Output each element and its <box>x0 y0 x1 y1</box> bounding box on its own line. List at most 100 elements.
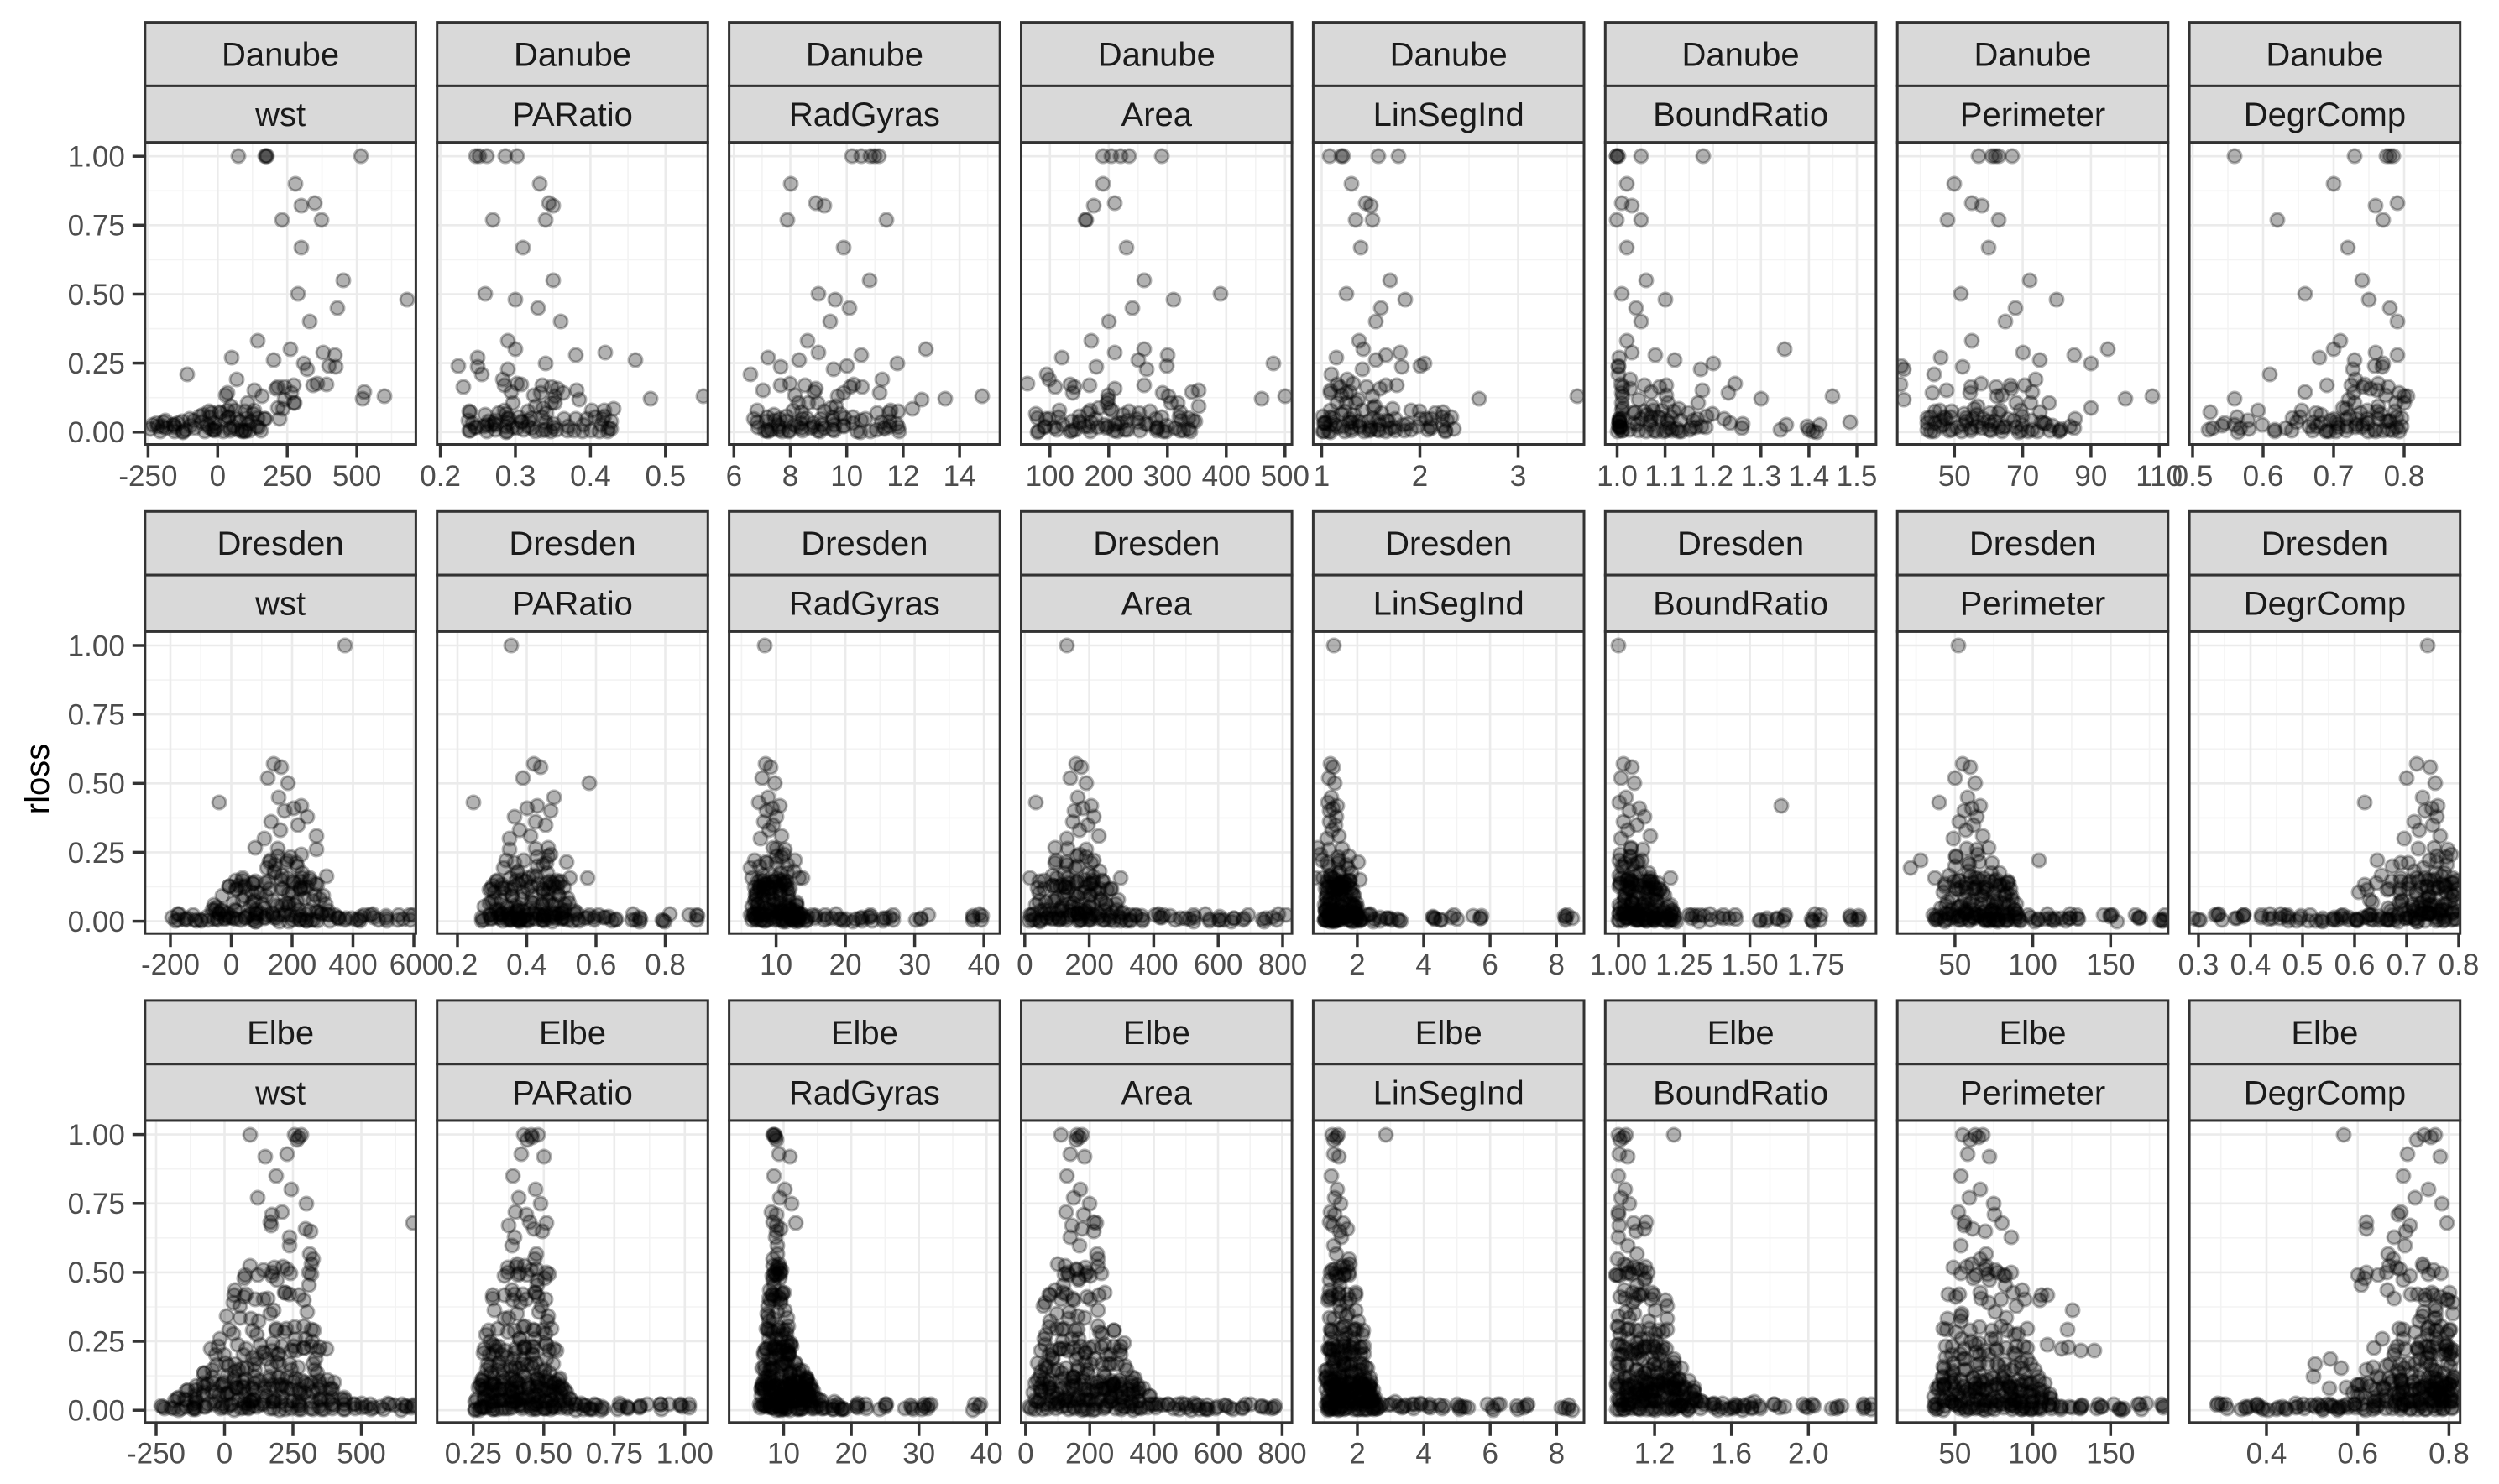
svg-text:6: 6 <box>1482 948 1498 981</box>
svg-text:Dresden: Dresden <box>1385 525 1512 562</box>
svg-text:Dresden: Dresden <box>1969 525 2096 562</box>
svg-text:0.75: 0.75 <box>68 210 125 243</box>
svg-text:Perimeter: Perimeter <box>1960 97 2105 133</box>
svg-text:0.4: 0.4 <box>506 948 547 981</box>
svg-text:4: 4 <box>1415 1438 1431 1471</box>
svg-text:0: 0 <box>1017 1438 1033 1471</box>
svg-text:600: 600 <box>1194 948 1242 981</box>
svg-text:800: 800 <box>1257 1438 1306 1471</box>
svg-text:400: 400 <box>328 948 377 981</box>
svg-text:1.75: 1.75 <box>1787 948 1844 981</box>
svg-text:0.3: 0.3 <box>2178 948 2219 981</box>
svg-text:LinSegInd: LinSegInd <box>1373 97 1524 133</box>
svg-text:4: 4 <box>1415 948 1431 981</box>
svg-text:1.0: 1.0 <box>1597 460 1638 493</box>
svg-text:250: 250 <box>269 1438 317 1471</box>
svg-text:0.00: 0.00 <box>68 906 125 938</box>
svg-text:1.50: 1.50 <box>1722 948 1779 981</box>
svg-text:Danube: Danube <box>1974 37 2091 74</box>
svg-text:1.00: 1.00 <box>68 141 125 174</box>
svg-text:500: 500 <box>337 1438 385 1471</box>
svg-text:1.3: 1.3 <box>1740 460 1781 493</box>
svg-text:600: 600 <box>1194 1438 1242 1471</box>
svg-text:0.8: 0.8 <box>2384 460 2425 493</box>
svg-text:1.1: 1.1 <box>1644 460 1686 493</box>
svg-text:-200: -200 <box>141 948 200 981</box>
svg-text:110: 110 <box>2136 460 2183 493</box>
svg-text:40: 40 <box>968 948 1001 981</box>
svg-text:2: 2 <box>1349 1438 1365 1471</box>
svg-text:PARatio: PARatio <box>512 586 633 623</box>
svg-text:0.6: 0.6 <box>2334 948 2376 981</box>
svg-text:wst: wst <box>254 97 306 133</box>
svg-text:PARatio: PARatio <box>512 97 633 133</box>
svg-text:12: 12 <box>886 460 919 493</box>
svg-text:Danube: Danube <box>1098 37 1216 74</box>
svg-text:150: 150 <box>2086 948 2135 981</box>
svg-text:20: 20 <box>835 1438 868 1471</box>
svg-text:0: 0 <box>217 1438 233 1471</box>
svg-text:200: 200 <box>1064 948 1113 981</box>
svg-text:-250: -250 <box>127 1438 186 1471</box>
svg-text:30: 30 <box>902 1438 935 1471</box>
svg-text:1.00: 1.00 <box>68 630 125 662</box>
svg-text:Area: Area <box>1121 586 1193 623</box>
svg-text:RadGyras: RadGyras <box>789 1074 940 1111</box>
svg-text:BoundRatio: BoundRatio <box>1653 97 1828 133</box>
svg-text:200: 200 <box>268 948 316 981</box>
svg-text:1.5: 1.5 <box>1837 460 1878 493</box>
svg-text:0.50: 0.50 <box>68 279 125 311</box>
svg-text:400: 400 <box>1202 460 1251 493</box>
svg-text:0.7: 0.7 <box>2313 460 2355 493</box>
svg-text:14: 14 <box>944 460 976 493</box>
svg-text:0.75: 0.75 <box>586 1438 643 1471</box>
svg-text:70: 70 <box>2006 460 2039 493</box>
svg-text:Perimeter: Perimeter <box>1960 586 2105 623</box>
svg-text:0.75: 0.75 <box>68 698 125 731</box>
svg-text:Area: Area <box>1121 1074 1193 1111</box>
svg-text:0.50: 0.50 <box>515 1438 572 1471</box>
svg-text:1.25: 1.25 <box>1655 948 1712 981</box>
svg-text:20: 20 <box>829 948 862 981</box>
svg-text:8: 8 <box>1548 948 1564 981</box>
svg-text:400: 400 <box>1129 948 1178 981</box>
svg-text:Elbe: Elbe <box>1415 1015 1482 1052</box>
svg-text:200: 200 <box>1065 1438 1114 1471</box>
svg-text:0.3: 0.3 <box>495 460 536 493</box>
svg-text:40: 40 <box>970 1438 1003 1471</box>
svg-text:1.00: 1.00 <box>656 1438 714 1471</box>
svg-text:Danube: Danube <box>2266 37 2383 74</box>
svg-text:Dresden: Dresden <box>217 525 343 562</box>
svg-text:Dresden: Dresden <box>1093 525 1220 562</box>
svg-text:300: 300 <box>1143 460 1192 493</box>
svg-text:Dresden: Dresden <box>801 525 928 562</box>
svg-text:wst: wst <box>254 586 306 623</box>
svg-text:0.6: 0.6 <box>576 948 617 981</box>
svg-text:0.5: 0.5 <box>2282 948 2324 981</box>
svg-text:500: 500 <box>1261 460 1310 493</box>
svg-text:0.8: 0.8 <box>645 948 686 981</box>
svg-text:0.5: 0.5 <box>2172 460 2214 493</box>
svg-text:200: 200 <box>1085 460 1133 493</box>
svg-text:2: 2 <box>1412 460 1428 493</box>
svg-text:0.8: 0.8 <box>2439 948 2480 981</box>
svg-text:0.4: 0.4 <box>570 460 611 493</box>
svg-text:0.00: 0.00 <box>68 416 125 449</box>
svg-text:Area: Area <box>1121 97 1193 133</box>
svg-text:8: 8 <box>1549 1438 1565 1471</box>
svg-text:0.5: 0.5 <box>645 460 686 493</box>
svg-text:100: 100 <box>2008 948 2057 981</box>
svg-text:1: 1 <box>1314 460 1330 493</box>
svg-text:0.2: 0.2 <box>420 460 461 493</box>
svg-text:Dresden: Dresden <box>509 525 635 562</box>
svg-text:1.4: 1.4 <box>1789 460 1830 493</box>
svg-text:800: 800 <box>1258 948 1307 981</box>
svg-text:PARatio: PARatio <box>512 1074 633 1111</box>
svg-text:0: 0 <box>1017 948 1033 981</box>
svg-text:10: 10 <box>760 948 792 981</box>
svg-text:DegrComp: DegrComp <box>2244 97 2406 133</box>
svg-text:0: 0 <box>223 948 239 981</box>
svg-text:LinSegInd: LinSegInd <box>1373 1074 1524 1111</box>
svg-text:500: 500 <box>332 460 381 493</box>
svg-text:wst: wst <box>254 1074 306 1111</box>
